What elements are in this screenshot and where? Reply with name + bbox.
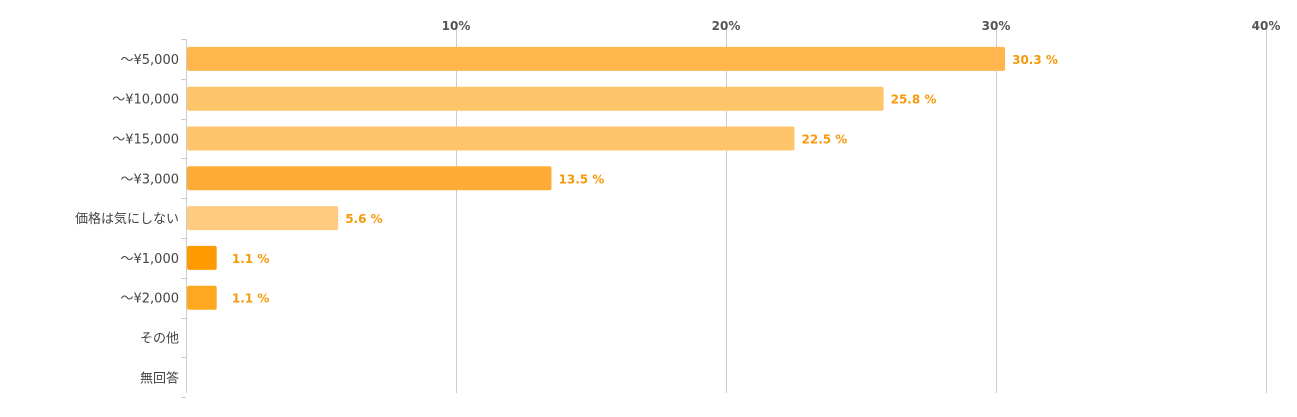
x-tick-labels: 10% 20% 30% 40% <box>442 19 1281 33</box>
data-label: 30.3 % <box>1012 53 1058 67</box>
data-label: 1.1 % <box>232 292 269 306</box>
bars <box>187 46 1006 310</box>
category-label: 価格は気にしない <box>75 211 179 227</box>
data-label: 5.6 % <box>345 212 382 226</box>
data-labels: 30.3 % 25.8 % 22.5 % 13.5 % 5.6 % 1.1 % 1.1 % <box>232 53 1058 306</box>
category-label: 〜¥2,000 <box>121 292 180 307</box>
data-label: 1.1 % <box>232 252 269 266</box>
bar <box>187 245 217 270</box>
data-label: 22.5 % <box>802 133 848 147</box>
bar <box>187 46 1006 71</box>
category-label: 無回答 <box>140 370 179 386</box>
category-label: その他 <box>140 332 179 347</box>
x-tick-label: 20% <box>712 19 741 33</box>
bar <box>187 86 884 111</box>
category-labels: 〜¥5,000 〜¥10,000 〜¥15,000 〜¥3,000 価格は気にしない〜¥… <box>75 53 179 386</box>
category-label: 〜¥1,000 <box>121 252 180 267</box>
category-label: 〜¥10,000 <box>112 93 179 108</box>
bar <box>187 285 217 310</box>
gridlines <box>456 28 1267 393</box>
data-label: 13.5 % <box>559 172 605 186</box>
data-label: 25.8 % <box>891 93 937 107</box>
category-label: 〜¥5,000 <box>121 53 180 68</box>
x-tick-label: 10% <box>442 19 471 33</box>
bar <box>187 206 339 231</box>
axes <box>181 39 187 398</box>
bar <box>187 126 795 151</box>
x-tick-label: 30% <box>982 19 1011 33</box>
x-tick-label: 40% <box>1252 19 1281 33</box>
category-label: 〜¥15,000 <box>112 133 179 148</box>
bar <box>187 166 552 191</box>
category-label: 〜¥3,000 <box>121 172 180 187</box>
